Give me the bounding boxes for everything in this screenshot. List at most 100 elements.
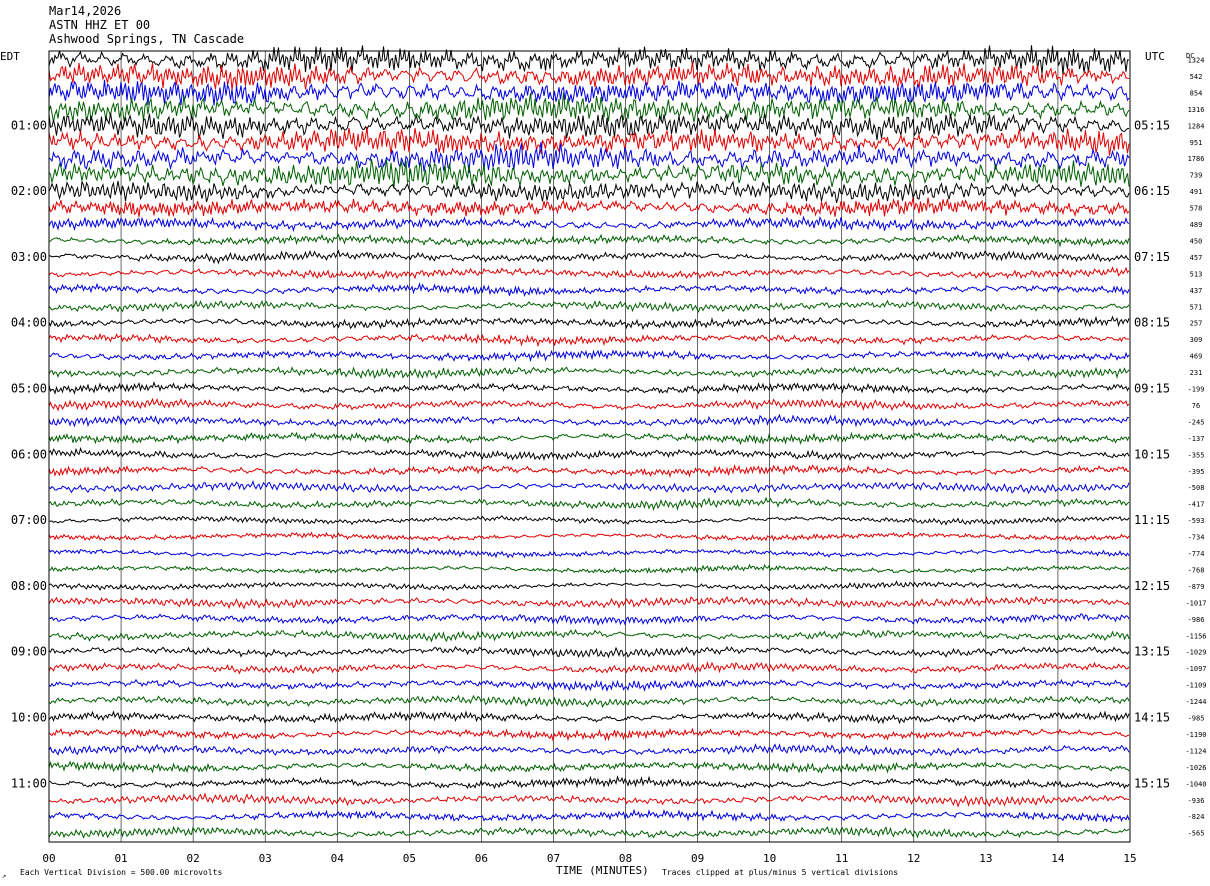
dc-offset-label: -593 bbox=[1188, 517, 1205, 525]
dc-offset-label: -986 bbox=[1188, 616, 1205, 624]
trace-line bbox=[48, 45, 1130, 75]
utc-hour-label: 10:15 bbox=[1134, 447, 1170, 461]
trace-line bbox=[48, 249, 1130, 265]
trace-line bbox=[48, 397, 1130, 412]
x-tick-label: 08 bbox=[619, 852, 632, 865]
dc-offset-label: -1244 bbox=[1185, 698, 1206, 706]
utc-hour-label: 15:15 bbox=[1134, 776, 1170, 790]
x-tick-label: 03 bbox=[259, 852, 272, 865]
plot-frame bbox=[48, 50, 1131, 843]
trace-line bbox=[48, 381, 1130, 395]
dc-offset-label: -768 bbox=[1188, 566, 1205, 574]
dc-offset-label: 513 bbox=[1190, 270, 1203, 278]
trace-line bbox=[48, 563, 1130, 574]
trace-line bbox=[48, 61, 1130, 91]
utc-hour-label: 12:15 bbox=[1134, 579, 1170, 593]
dc-offset-label: -355 bbox=[1188, 451, 1205, 459]
dc-offset-label: -1026 bbox=[1185, 764, 1206, 772]
dc-offset-label: -1190 bbox=[1185, 731, 1206, 739]
trace-line bbox=[48, 808, 1130, 823]
dc-offset-label: 437 bbox=[1190, 287, 1203, 295]
trace-line bbox=[48, 446, 1130, 462]
x-tick-label: 07 bbox=[547, 852, 560, 865]
station-name: Ashwood Springs, TN Cascade bbox=[49, 32, 245, 46]
trace-line bbox=[48, 141, 1130, 174]
x-tick-label: 05 bbox=[403, 852, 416, 865]
utc-hour-label: 07:15 bbox=[1134, 250, 1170, 264]
utc-hour-label: 14:15 bbox=[1134, 711, 1170, 725]
dc-offset-label: -1017 bbox=[1185, 599, 1206, 607]
dc-offset-label: 1316 bbox=[1188, 106, 1205, 114]
trace-line bbox=[48, 366, 1130, 380]
dc-offset-label: -1109 bbox=[1185, 682, 1206, 690]
edt-hour-label: 06:00 bbox=[11, 447, 47, 461]
edt-hour-label: 05:00 bbox=[11, 382, 47, 396]
dc-offset-label: 739 bbox=[1190, 172, 1203, 180]
trace-line bbox=[48, 266, 1130, 280]
edt-hour-label: 02:00 bbox=[11, 184, 47, 198]
edt-hour-label: 04:00 bbox=[11, 316, 47, 330]
utc-hour-label: 08:15 bbox=[1134, 316, 1170, 330]
dc-offset-label: 571 bbox=[1190, 303, 1203, 311]
x-axis-title: TIME (MINUTES) bbox=[556, 864, 649, 877]
trace-line bbox=[48, 197, 1130, 218]
dc-offset-label: -199 bbox=[1188, 386, 1205, 394]
dc-offset-label: -879 bbox=[1188, 583, 1205, 591]
trace-line bbox=[48, 694, 1130, 709]
utc-hour-label: 05:15 bbox=[1134, 118, 1170, 132]
trace-line bbox=[48, 792, 1130, 808]
chart-grid bbox=[120, 51, 1059, 842]
trace-line bbox=[48, 480, 1130, 495]
trace-line bbox=[48, 315, 1130, 331]
dc-offset-label: -824 bbox=[1188, 813, 1205, 821]
trace-line bbox=[48, 233, 1130, 248]
dc-offset-label: 457 bbox=[1190, 254, 1203, 262]
edt-label: EDT bbox=[0, 50, 20, 63]
dc-offset-label: -1040 bbox=[1185, 780, 1206, 788]
x-tick-label: 01 bbox=[114, 852, 127, 865]
dc-offset-label: -734 bbox=[1188, 534, 1205, 542]
trace-line bbox=[48, 126, 1130, 156]
trace-line bbox=[48, 349, 1130, 363]
trace-line bbox=[48, 332, 1130, 348]
trace-line bbox=[48, 496, 1130, 512]
edt-hour-label: 10:00 bbox=[11, 711, 47, 725]
trace-line bbox=[48, 678, 1130, 693]
x-tick-label: 09 bbox=[691, 852, 704, 865]
plot-date: Mar14,2026 bbox=[49, 4, 122, 18]
dc-offset-label: 469 bbox=[1190, 353, 1203, 361]
dc-offset-label: -565 bbox=[1188, 830, 1205, 838]
x-tick-label: 04 bbox=[331, 852, 345, 865]
x-tick-label: 00 bbox=[42, 852, 55, 865]
corner-mark: ↗ bbox=[2, 872, 6, 880]
dc-offset-label: 1284 bbox=[1188, 122, 1205, 130]
trace-line bbox=[48, 710, 1130, 725]
trace-line bbox=[48, 531, 1130, 542]
trace-line bbox=[48, 580, 1130, 592]
edt-hour-label: 03:00 bbox=[11, 250, 47, 264]
dc-offset-label: -985 bbox=[1188, 715, 1205, 723]
trace-line bbox=[48, 646, 1130, 659]
dc-offset-label: -1124 bbox=[1185, 747, 1206, 755]
dc-offset-label: -1029 bbox=[1185, 649, 1206, 657]
trace-line bbox=[48, 547, 1130, 559]
dc-offset-label: 489 bbox=[1190, 221, 1203, 229]
edt-hour-label: 01:00 bbox=[11, 118, 47, 132]
trace-line bbox=[48, 595, 1130, 610]
trace-line bbox=[48, 112, 1130, 141]
trace-line bbox=[48, 413, 1130, 428]
x-tick-label: 15 bbox=[1123, 852, 1136, 865]
x-tick-label: 06 bbox=[475, 852, 488, 865]
trace-line bbox=[48, 180, 1130, 204]
trace-line bbox=[48, 282, 1130, 297]
utc-label: UTC bbox=[1145, 50, 1165, 63]
trace-line bbox=[48, 825, 1130, 839]
channel-id: ASTN HHZ ET 00 bbox=[49, 18, 151, 32]
trace-line bbox=[48, 743, 1130, 757]
dc-offset-label: 1786 bbox=[1188, 155, 1205, 163]
dc-offset-label: 854 bbox=[1190, 89, 1203, 97]
x-tick-label: 02 bbox=[187, 852, 200, 865]
trace-line bbox=[48, 727, 1130, 743]
x-tick-label: 12 bbox=[907, 852, 920, 865]
dc-offset-label: -508 bbox=[1188, 484, 1205, 492]
